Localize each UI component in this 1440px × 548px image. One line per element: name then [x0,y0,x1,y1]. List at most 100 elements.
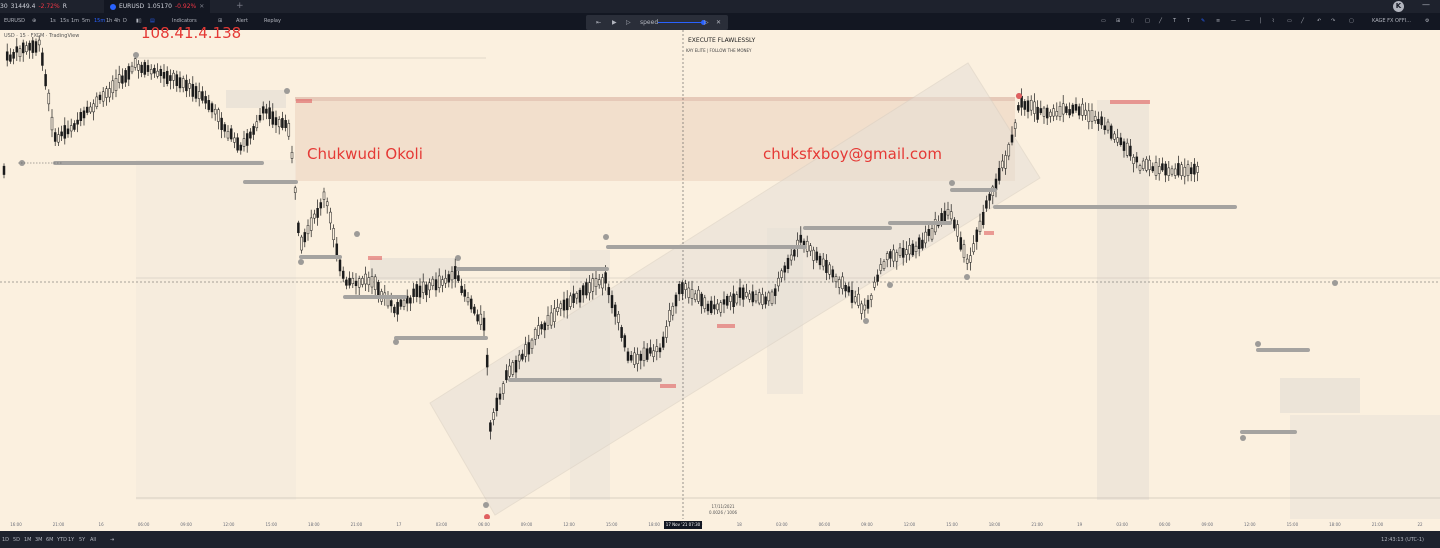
candle-body [623,335,627,348]
rectangle-tool-icon[interactable]: ▯ [1131,18,1134,24]
time-tick: 15:00 [946,522,958,527]
candle-body [492,412,495,421]
interval-15m[interactable]: 15m [94,18,106,24]
square-tool-icon[interactable]: □ [1145,18,1150,24]
goto-date-icon[interactable]: ⇥ [110,537,115,543]
layout-icon[interactable]: ▭ [1101,18,1106,24]
candle-body [220,117,223,130]
speed-slider[interactable] [658,22,704,23]
redo-icon[interactable]: ↷ [1331,18,1336,24]
avatar[interactable]: K [1393,1,1404,12]
candle-body [857,293,860,306]
horizontal-line-icon[interactable]: — [1231,18,1236,24]
ray-tool-icon[interactable]: ╱ [1301,18,1305,24]
candle-body [1023,101,1027,110]
range-1m[interactable]: 1M [24,537,32,543]
fullscreen-icon[interactable]: ▢ [1349,18,1354,24]
time-tick: 06:00 [478,522,490,527]
candle-body [863,304,867,311]
text-tool-2-icon[interactable]: T [1187,18,1191,24]
undo-icon[interactable]: ↶ [1317,18,1322,24]
layout-name-button[interactable]: KAGE FX OFFI... [1372,18,1411,24]
interval-5m[interactable]: 5m [82,18,91,24]
interval-d[interactable]: D [123,18,127,24]
range-1y[interactable]: 1Y [68,537,75,543]
horizontal-ray-icon[interactable]: — [1245,18,1250,24]
candle-body [1058,105,1062,117]
candle-body [658,347,662,353]
interval-1s[interactable]: 1s [50,18,56,24]
vertical-line-icon[interactable]: │ [1259,18,1263,24]
candle-body [895,252,899,262]
close-replay-icon[interactable]: ✕ [716,19,722,26]
interval-1m[interactable]: 1m [71,18,80,24]
brush-tool-icon[interactable]: ✎ [1201,18,1206,24]
candle-body [757,292,761,304]
range-3m[interactable]: 3M [35,537,43,543]
level-anchor-dot [455,255,461,261]
range-1d[interactable]: 1D [2,537,10,543]
compare-icon[interactable]: ⊕ [32,18,37,24]
interval-1h[interactable]: 1h [106,18,113,24]
chart-subheadline: KAY ELITE | FOLLOW THE MONEY [686,48,752,53]
candle-body [1186,164,1190,176]
select-bar-icon[interactable]: ⇤ [596,19,602,26]
indicators-button[interactable]: Indicators [172,18,197,24]
templates-icon[interactable]: ⊞ [218,18,223,24]
candle-body [245,133,249,146]
candle-body [210,103,214,113]
minimize-window-icon[interactable]: — [1422,0,1430,9]
candle-body [175,74,179,86]
play-icon[interactable]: ▶ [612,19,617,26]
candle-body [533,329,537,340]
text-tool-icon[interactable]: T [1173,18,1177,24]
candle-body [930,228,934,240]
price-chart[interactable]: USD · 15 · FXCM · TradingView [0,30,1440,519]
candle-body [514,360,518,373]
candle-body [143,62,147,75]
symbol-search-button[interactable]: EURUSD [4,18,25,24]
interval-4h[interactable]: 4h [114,18,121,24]
candle-body [412,288,415,297]
candle-body [1145,158,1148,171]
alert-button[interactable]: Alert [236,18,248,24]
path-tool-icon[interactable]: ⌇ [1272,18,1275,24]
replay-button[interactable]: Replay [264,18,281,24]
candle-body [847,286,851,293]
fib-tool-icon[interactable]: ≡ [1216,18,1221,24]
shaded-block [1290,415,1440,519]
trendline-tool-icon[interactable]: ╱ [1159,18,1163,24]
candle-body [860,303,863,314]
tab-symbol-1[interactable]: 30 31449.4 -2.72% R [0,0,67,13]
range-5d[interactable]: 5D [13,537,21,543]
time-axis[interactable]: 16:00 21:00 16 06:00 09:00 12:00 15:00 18:00 21:… [0,519,1440,531]
settings-gear-icon[interactable]: ⚙ [1425,18,1430,24]
candle-body [105,88,108,98]
range-6m[interactable]: 6M [46,537,54,543]
candle-body [831,269,835,278]
candle-body [1010,134,1014,143]
speed-slider-handle[interactable] [701,20,706,25]
range-ytd[interactable]: YTD [57,537,67,543]
candle-body [732,293,735,308]
step-forward-icon[interactable]: ▷ [626,19,631,26]
tab-symbol-2[interactable]: EURUSD 1.05170 -0.92% ✕ [104,0,211,13]
chart-type-icon[interactable]: ▤ [150,18,155,24]
candle-body [149,69,153,75]
add-tab-icon[interactable]: + [236,1,244,11]
candle-body [975,229,979,242]
close-tab-icon[interactable]: ✕ [199,3,205,10]
candle-body [361,278,364,285]
bar-style-icon[interactable]: ▮▯ [136,18,142,24]
range-5y[interactable]: 5Y [79,537,86,543]
candle-body [364,273,367,285]
interval-15s[interactable]: 15s [60,18,69,24]
grid-icon[interactable]: ⊞ [1116,18,1121,24]
candlestick-chart-canvas[interactable] [0,30,1440,519]
candle-body [517,354,521,362]
callout-tool-icon[interactable]: ▭ [1287,18,1292,24]
range-all[interactable]: All [90,537,97,543]
time-tick: 12:00 [903,522,916,527]
candle-body [946,209,950,216]
forward-icon[interactable]: ▷ [704,19,709,26]
